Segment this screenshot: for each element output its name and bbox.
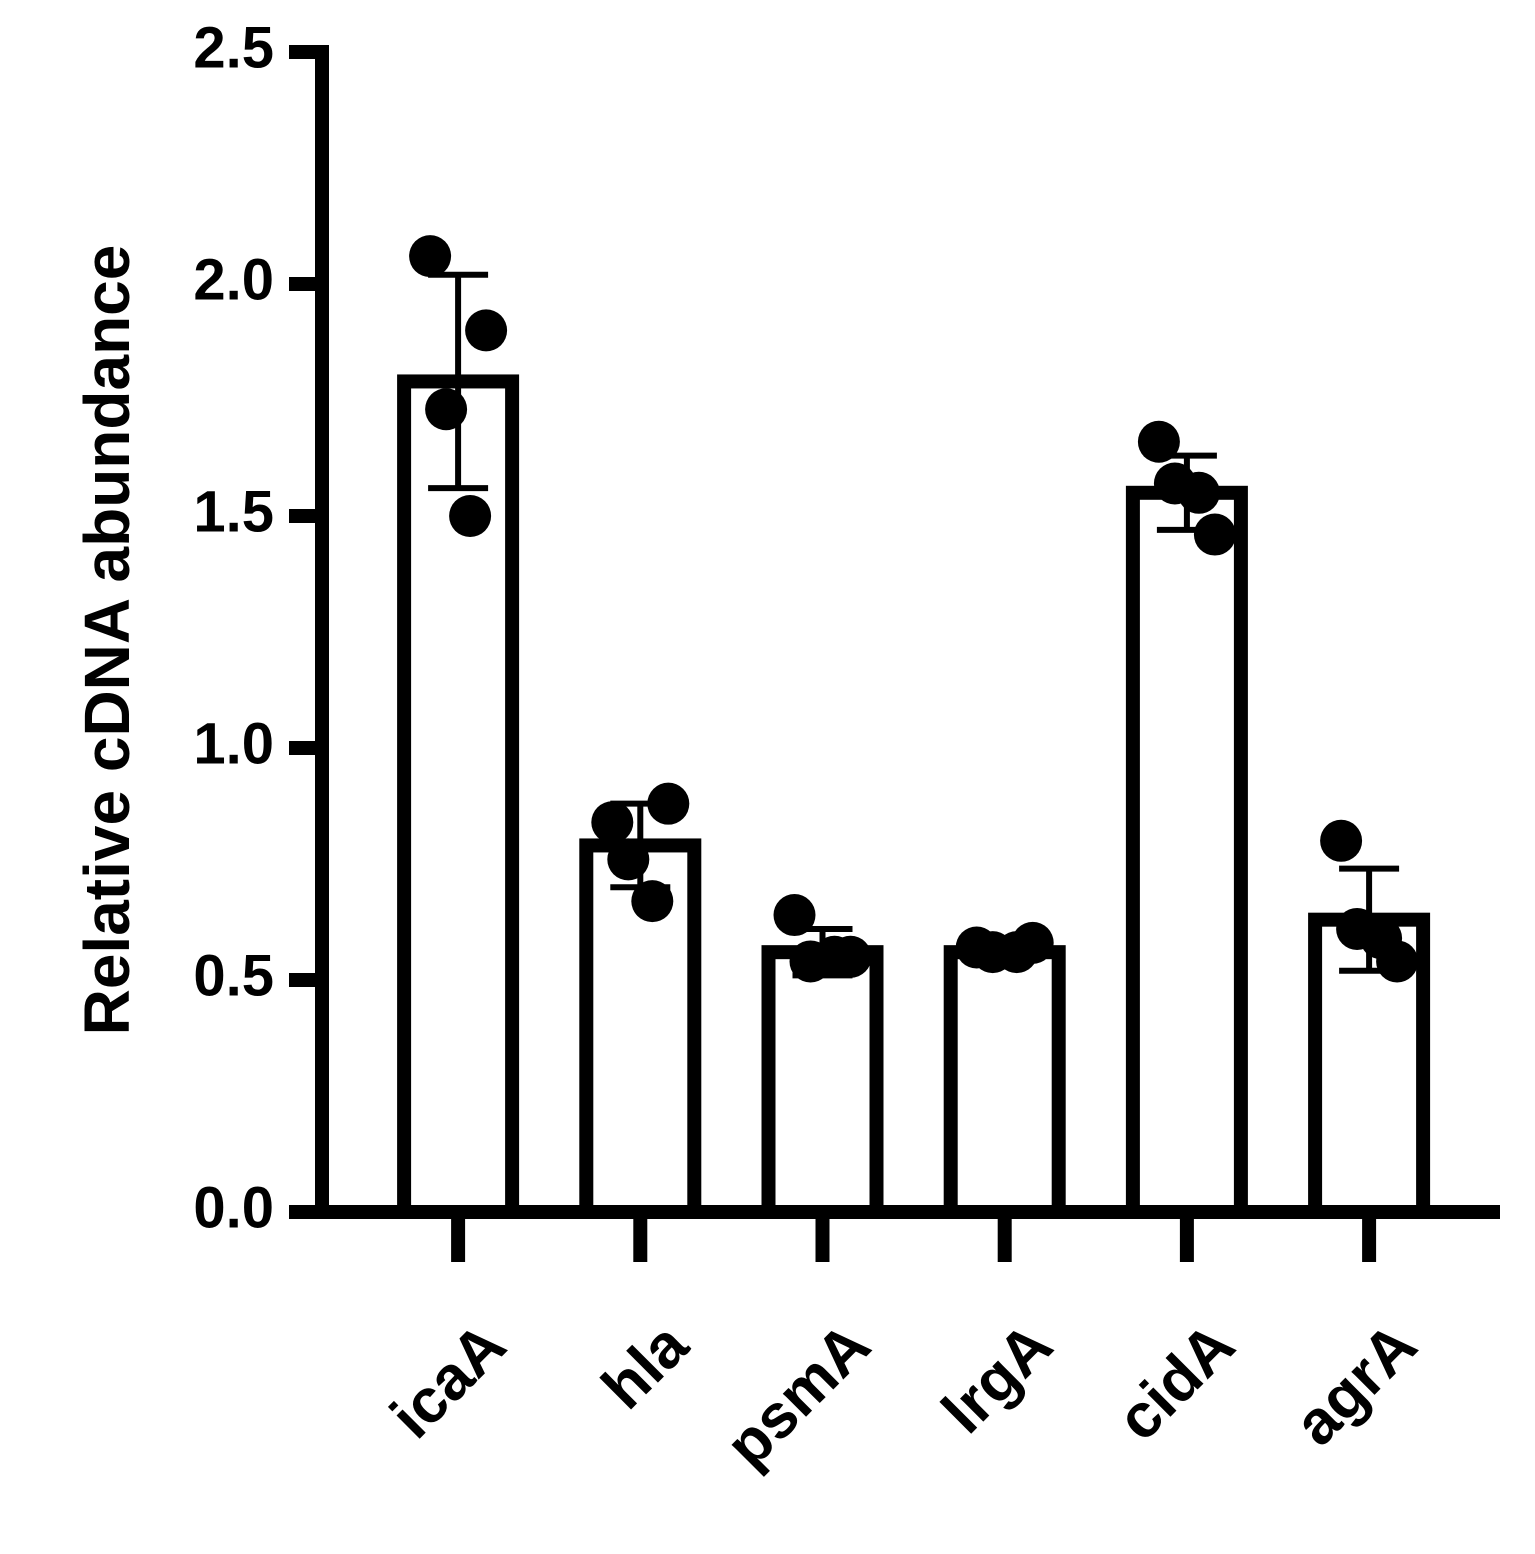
y-tick-label: 2.5 [193,15,274,80]
data-point [449,495,492,537]
data-point [607,838,650,881]
y-tick-label: 1.0 [193,711,274,776]
data-point [1137,420,1180,463]
y-tick-label: 0.5 [193,943,274,1008]
data-point [995,931,1038,974]
x-tick-label: agrA [1281,1310,1430,1459]
data-point [773,894,816,937]
bar [943,945,1066,1219]
y-tick-label: 0.0 [193,1175,274,1240]
data-point [425,388,468,431]
data-point [465,309,508,352]
bar [1125,485,1248,1219]
y-tick-label: 2.0 [193,247,274,312]
x-tick-label: hla [589,1310,701,1422]
y-tick-label: 1.5 [193,479,274,544]
y-axis-label: Relative cDNA abundance [71,245,143,1036]
data-point [1193,513,1236,556]
data-point [591,801,634,844]
data-point [1177,471,1220,514]
x-tick-label: psmA [713,1310,884,1481]
data-point [647,782,690,825]
data-point [1320,819,1363,862]
bar [761,945,884,1219]
data-point [631,880,674,923]
x-tick-label: lrgA [929,1310,1065,1446]
x-tick-label: icaA [378,1310,519,1451]
data-point [1360,917,1403,960]
data-point [813,935,856,978]
data-point [409,235,452,278]
x-tick-label: cidA [1104,1310,1248,1454]
